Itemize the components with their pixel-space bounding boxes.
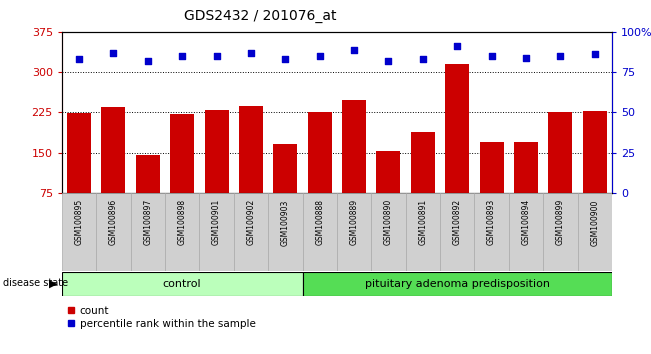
Point (177, 53, 187, 59)
Point (349, 47, 359, 52)
Text: GSM100902: GSM100902 (247, 199, 255, 245)
Point (108, 50, 118, 56)
Bar (136, 155, 160, 193)
Text: GSM100895: GSM100895 (74, 199, 83, 245)
Text: GSM100892: GSM100892 (452, 199, 462, 245)
Bar (239, 106, 263, 193)
Text: GSM100898: GSM100898 (178, 199, 187, 245)
Bar (170, 114, 194, 193)
FancyBboxPatch shape (62, 193, 96, 271)
Point (212, 53, 222, 59)
Legend: count, percentile rank within the sample: count, percentile rank within the sample (67, 306, 255, 329)
FancyBboxPatch shape (303, 193, 337, 271)
FancyBboxPatch shape (199, 193, 234, 271)
FancyBboxPatch shape (577, 193, 612, 271)
Point (245, 50, 256, 56)
Point (521, 55, 531, 61)
Point (590, 52, 600, 57)
Point (418, 56, 428, 62)
Bar (342, 100, 366, 193)
Point (143, 58, 153, 64)
Bar (102, 107, 126, 193)
Bar (303, 272, 612, 296)
Text: GDS2432 / 201076_at: GDS2432 / 201076_at (184, 9, 337, 23)
Text: GSM100888: GSM100888 (315, 199, 324, 245)
Bar (480, 142, 504, 193)
Text: GSM100893: GSM100893 (487, 199, 496, 245)
Text: GSM100896: GSM100896 (109, 199, 118, 245)
FancyBboxPatch shape (131, 193, 165, 271)
Text: GSM100889: GSM100889 (350, 199, 359, 245)
Text: GSM100890: GSM100890 (384, 199, 393, 245)
Text: GSM100900: GSM100900 (590, 199, 600, 246)
FancyBboxPatch shape (234, 193, 268, 271)
Text: GSM100903: GSM100903 (281, 199, 290, 246)
Text: GSM100899: GSM100899 (556, 199, 565, 245)
Bar (376, 151, 400, 193)
FancyBboxPatch shape (96, 193, 131, 271)
Bar (445, 64, 469, 193)
FancyBboxPatch shape (406, 193, 440, 271)
FancyBboxPatch shape (268, 193, 303, 271)
Text: disease state: disease state (3, 278, 68, 288)
Bar (411, 132, 435, 193)
Text: control: control (163, 279, 202, 289)
Bar (62, 272, 303, 296)
Text: ▶: ▶ (49, 278, 57, 288)
Bar (67, 114, 91, 193)
Text: GSM100894: GSM100894 (521, 199, 531, 245)
FancyBboxPatch shape (440, 193, 475, 271)
Point (555, 53, 566, 59)
FancyBboxPatch shape (337, 193, 371, 271)
Point (314, 53, 325, 59)
Point (280, 56, 290, 62)
Bar (514, 142, 538, 193)
Point (486, 53, 497, 59)
Point (74, 56, 84, 62)
FancyBboxPatch shape (371, 193, 406, 271)
FancyBboxPatch shape (475, 193, 509, 271)
Text: GSM100891: GSM100891 (419, 199, 427, 245)
Bar (308, 113, 332, 193)
Bar (273, 143, 298, 193)
Text: GSM100901: GSM100901 (212, 199, 221, 245)
Text: pituitary adenoma predisposition: pituitary adenoma predisposition (365, 279, 549, 289)
FancyBboxPatch shape (509, 193, 543, 271)
Bar (583, 111, 607, 193)
Point (383, 58, 394, 64)
Bar (204, 110, 229, 193)
Point (452, 44, 462, 49)
Text: GSM100897: GSM100897 (143, 199, 152, 245)
FancyBboxPatch shape (165, 193, 199, 271)
FancyBboxPatch shape (543, 193, 577, 271)
Bar (548, 113, 572, 193)
